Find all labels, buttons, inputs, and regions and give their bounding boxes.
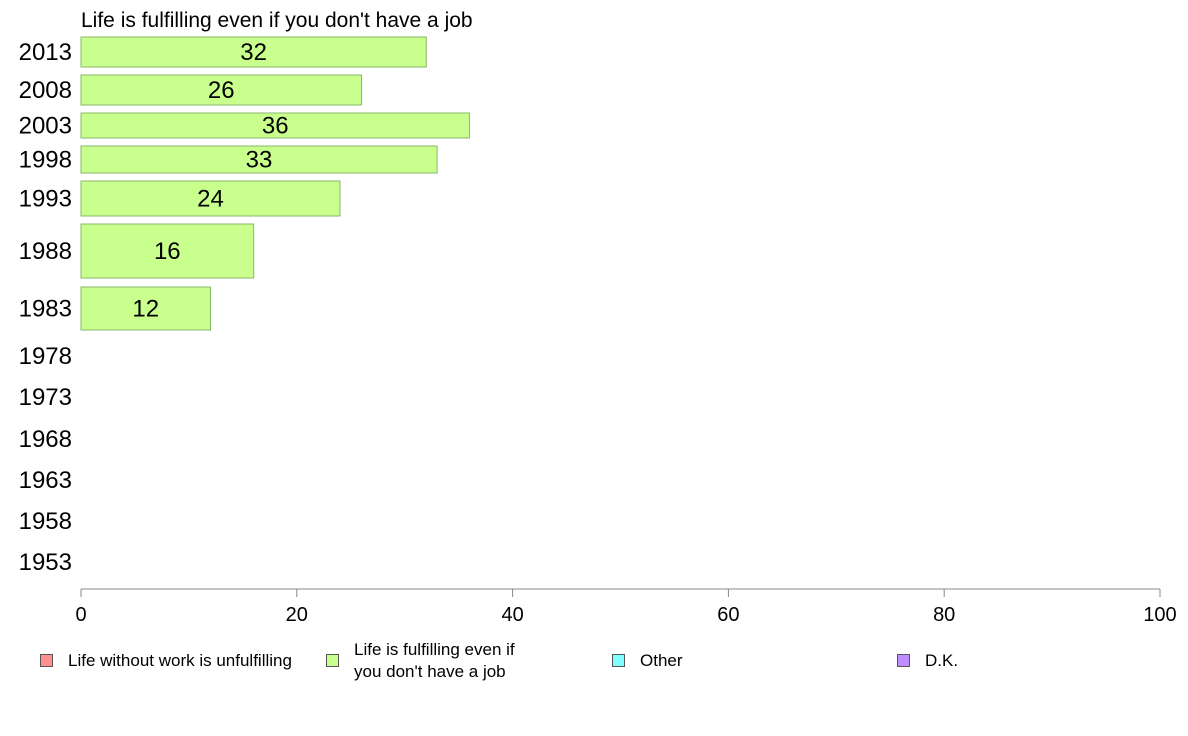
year-label: 2008 — [19, 77, 72, 104]
bar-value-label: 12 — [132, 296, 159, 323]
bar — [80, 223, 255, 279]
legend-swatch — [897, 654, 910, 667]
legend-swatch — [326, 654, 339, 667]
bar-value-label: 26 — [208, 77, 235, 104]
legend-item-life-fulfilling: Life is fulfilling even if you don't hav… — [326, 636, 515, 683]
legend-label: Life without work is unfulfilling — [68, 651, 292, 670]
bar — [80, 74, 363, 106]
x-tick-label: 0 — [75, 604, 86, 626]
bars-layer: 2013 32 2008 26 2003 36 1998 33 1993 24 1988 16 1983… — [19, 36, 470, 576]
bar-value-label: 33 — [246, 147, 273, 174]
legend-item-life-without-work: Life without work is unfulfilling — [40, 636, 292, 672]
year-label: 1953 — [19, 549, 72, 576]
legend-label: D.K. — [925, 651, 959, 670]
x-tick-label: 60 — [717, 604, 739, 626]
bar — [80, 286, 211, 331]
year-label: 1978 — [19, 343, 72, 370]
legend-item-other: Other — [612, 636, 683, 672]
year-label: 2013 — [19, 39, 72, 66]
legend-label: Other — [640, 651, 683, 670]
legend: Life without work is unfulfilling Life i… — [0, 636, 1188, 696]
chart-title: Life is fulfilling even if you don't hav… — [81, 9, 473, 32]
year-label: 1973 — [19, 384, 72, 411]
x-tick-label: 100 — [1143, 604, 1176, 626]
bar — [80, 145, 438, 174]
x-tick-label: 80 — [933, 604, 955, 626]
year-label: 1958 — [19, 508, 72, 535]
legend-item-dk: D.K. — [897, 636, 958, 672]
bar-value-label: 36 — [262, 113, 289, 140]
year-label: 1993 — [19, 186, 72, 213]
bar — [80, 36, 427, 68]
bar — [80, 112, 470, 139]
x-tick-label: 20 — [286, 604, 308, 626]
x-tick-label: 40 — [501, 604, 523, 626]
x-axis: 0 20 40 60 80 100 — [75, 588, 1177, 626]
bar-value-label: 24 — [197, 186, 224, 213]
year-label: 1988 — [19, 238, 72, 265]
year-label: 1963 — [19, 467, 72, 494]
year-label: 1983 — [19, 296, 72, 323]
year-label: 1998 — [19, 147, 72, 174]
legend-label: Life is fulfilling even if you don't hav… — [354, 640, 515, 681]
bar-value-label: 32 — [240, 39, 267, 66]
year-label: 1968 — [19, 426, 72, 453]
year-label: 2003 — [19, 113, 72, 140]
legend-swatch — [40, 654, 53, 667]
bar-value-label: 16 — [154, 238, 181, 265]
bar — [80, 180, 341, 217]
legend-swatch — [612, 654, 625, 667]
